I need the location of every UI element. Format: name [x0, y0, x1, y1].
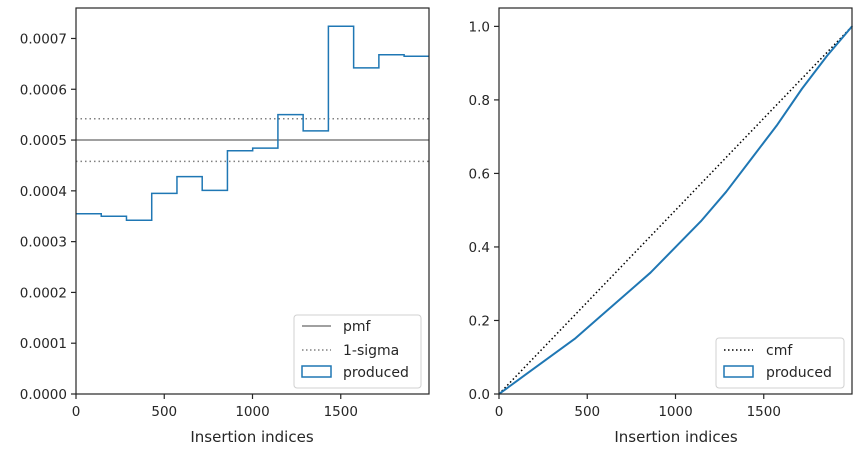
produced-point: [674, 246, 677, 248]
pmf-y-tick-label: 0.0000: [20, 387, 67, 403]
cmf-chart: 0 500 1000 1500 0.0 0.2 0.4 0.6 0.8 1.0 Insertio…: [469, 7, 853, 446]
pmf-x-tick-label: 1500: [324, 404, 358, 420]
cmf-x-tick-label: 500: [574, 404, 600, 420]
legend-produced-label-2: produced: [766, 365, 832, 381]
cmf-y-tick-label: 0.4: [469, 240, 490, 256]
produced-point: [700, 220, 702, 223]
pmf-y-ticks: 0.0000 0.0001 0.0002 0.0003 0.0004 0.0005 0.00…: [20, 31, 76, 403]
pmf-x-tick-label: 1000: [235, 404, 269, 420]
cmf-x-axis-label: Insertion indices: [614, 428, 737, 446]
produced-point: [599, 316, 601, 318]
produced-point: [750, 157, 753, 160]
cmf-y-tick-label: 0.6: [469, 166, 490, 182]
pmf-y-tick-label: 0.0007: [20, 31, 67, 47]
produced-point: [649, 271, 652, 274]
cmf-x-ticks: 0 500 1000 1500: [495, 394, 781, 420]
pmf-legend: pmf 1-sigma produced: [293, 314, 422, 389]
pmf-x-tick-label: 500: [151, 404, 177, 420]
cmf-y-tick-label: 0.0: [469, 387, 490, 403]
cmf-y-tick-label: 0.2: [469, 313, 490, 329]
legend-produced-label: produced: [343, 365, 409, 381]
cmf-y-tick-label: 1.0: [469, 19, 490, 35]
pmf-y-tick-label: 0.0005: [20, 133, 67, 149]
pmf-x-axis-label: Insertion indices: [190, 428, 313, 446]
pmf-x-tick-label: 0: [72, 404, 81, 420]
produced-point: [826, 54, 828, 57]
produced-point: [548, 356, 551, 359]
pmf-x-ticks: 0 500 1000 1500: [72, 394, 358, 420]
cmf-line: [498, 25, 853, 395]
cmf-x-tick-label: 1500: [747, 404, 781, 420]
produced-point: [801, 88, 803, 90]
legend-cmf-label: cmf: [766, 343, 793, 359]
cmf-y-tick-label: 0.8: [469, 93, 490, 109]
legend-pmf-label: pmf: [343, 319, 372, 335]
cmf-x-tick-label: 0: [495, 404, 504, 420]
pmf-y-tick-label: 0.0006: [20, 82, 67, 98]
pmf-plot-area: [76, 25, 429, 222]
pmf-y-tick-label: 0.0001: [20, 336, 67, 352]
produced-point: [573, 338, 576, 340]
produced-step-series: [76, 25, 429, 222]
produced-point: [775, 124, 778, 127]
legend-produced-swatch: [301, 365, 332, 378]
cmf-axes-frame: [498, 7, 853, 395]
produced-point: [624, 293, 626, 296]
legend-produced-swatch-2: [723, 365, 754, 378]
pmf-y-tick-label: 0.0004: [20, 184, 67, 200]
pmf-y-tick-label: 0.0002: [20, 285, 67, 301]
pmf-legend-box: [293, 314, 422, 389]
produced-point: [725, 191, 727, 193]
pmf-chart: 0 500 1000 1500 0.00000.00010.00020.00030.0…: [20, 7, 430, 446]
produced-point: [523, 374, 526, 377]
legend-sigma-label: 1-sigma: [343, 343, 399, 359]
pmf-y-tick-label: 0.0003: [20, 235, 67, 251]
cmf-x-tick-label: 1000: [658, 404, 692, 420]
cmf-y-ticks: 0.0 0.2 0.4 0.6 0.8 1.0: [469, 19, 499, 403]
cmf-legend: cmf produced: [715, 337, 845, 389]
